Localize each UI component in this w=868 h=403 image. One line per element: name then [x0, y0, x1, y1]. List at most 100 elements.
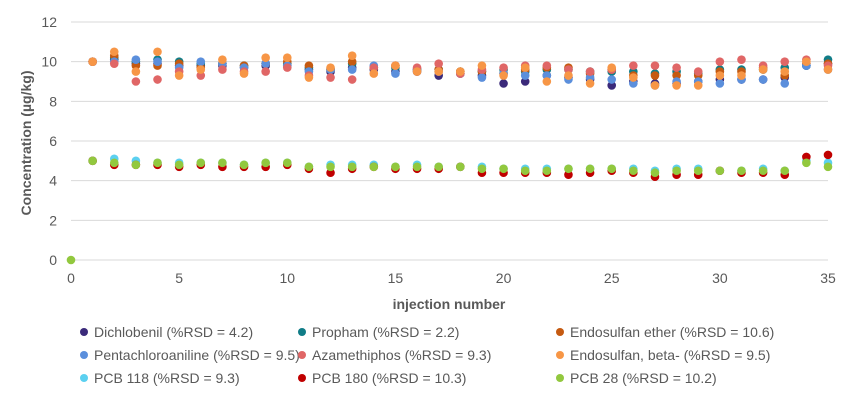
data-point: [585, 164, 595, 174]
data-point: [758, 75, 768, 84]
data-point: [326, 162, 335, 172]
data-point: [629, 79, 638, 88]
data-point: [347, 162, 357, 172]
y-tick-label: 8: [49, 93, 57, 109]
data-point: [542, 166, 552, 176]
data-point: [153, 75, 162, 84]
data-point: [174, 160, 184, 170]
data-point: [780, 79, 790, 88]
data-point: [520, 166, 530, 176]
data-point: [650, 61, 660, 70]
legend-label: Dichlobenil (%RSD = 4.2): [94, 324, 253, 340]
y-tick-label: 10: [41, 54, 57, 70]
y-axis-ticks: 0 2 4 6 8 10 12: [41, 14, 57, 268]
data-point: [693, 166, 703, 176]
gridlines: [71, 21, 828, 221]
data-point: [391, 69, 400, 78]
data-point: [629, 166, 638, 176]
legend-item: Pentachloroaniline (%RSD = 9.5): [80, 347, 300, 363]
x-tick-label: 10: [279, 270, 295, 286]
x-tick-label: 15: [388, 270, 404, 286]
legend-marker: [80, 351, 88, 359]
data-point: [326, 168, 335, 178]
data-point: [434, 162, 443, 172]
data-point: [802, 158, 811, 168]
data-point: [629, 61, 638, 70]
data-point: [369, 69, 379, 78]
data-point: [564, 170, 573, 180]
data-point: [196, 71, 206, 80]
legend-marker: [556, 328, 564, 336]
data-point: [672, 71, 681, 80]
legend-marker: [298, 351, 306, 359]
legend-marker: [80, 374, 88, 382]
legend-label: PCB 28 (%RSD = 10.2): [570, 370, 717, 386]
data-point: [564, 164, 573, 174]
data-point: [261, 59, 270, 68]
data-point: [174, 71, 184, 80]
data-point: [412, 67, 422, 76]
data-point: [131, 77, 141, 86]
data-point: [347, 75, 357, 84]
data-point: [326, 73, 335, 82]
data-point: [261, 158, 270, 168]
data-point: [369, 63, 379, 72]
data-point: [391, 162, 400, 172]
data-point: [282, 158, 292, 168]
data-point: [650, 81, 660, 90]
data-point: [564, 71, 573, 80]
data-point: [564, 65, 573, 74]
data-point: [650, 71, 660, 80]
data-point: [672, 81, 681, 90]
legend-item: Endosulfan ether (%RSD = 10.6): [556, 324, 774, 340]
data-point: [737, 71, 746, 80]
data-point: [585, 73, 595, 82]
data-point: [650, 168, 660, 178]
data-point: [218, 65, 227, 74]
data-points: [66, 47, 833, 265]
data-point: [715, 166, 725, 176]
data-point: [131, 55, 141, 64]
y-tick-label: 6: [49, 133, 57, 149]
data-point: [520, 63, 530, 72]
data-point: [131, 67, 141, 76]
x-axis-title: injection number: [393, 296, 506, 312]
legend-label: PCB 180 (%RSD = 10.3): [312, 370, 466, 386]
data-point: [88, 156, 97, 166]
data-point: [304, 73, 314, 82]
data-point: [715, 71, 725, 80]
x-tick-label: 0: [67, 270, 75, 286]
data-point: [715, 79, 725, 88]
data-point: [607, 81, 617, 90]
data-point: [434, 59, 443, 68]
data-point: [542, 71, 552, 80]
data-point: [88, 57, 97, 66]
data-point: [693, 81, 703, 90]
legend-marker: [556, 374, 564, 382]
x-tick-label: 5: [175, 270, 183, 286]
legend-label: Azamethiphos (%RSD = 9.3): [312, 347, 491, 363]
data-point: [261, 53, 270, 62]
data-point: [823, 162, 833, 172]
legend-marker: [556, 351, 564, 359]
data-point: [434, 67, 443, 76]
y-axis-title: Concentration (µg/kg): [18, 71, 34, 216]
data-point: [369, 162, 379, 172]
data-point: [153, 47, 162, 57]
legend-label: Propham (%RSD = 2.2): [312, 324, 459, 340]
data-point: [477, 61, 487, 70]
data-point: [499, 63, 508, 72]
data-point: [282, 53, 292, 62]
data-point: [326, 63, 335, 72]
data-point: [672, 166, 681, 176]
series-8: [66, 156, 833, 265]
x-tick-label: 35: [820, 270, 836, 286]
data-point: [737, 55, 746, 64]
legend-label: Endosulfan ether (%RSD = 10.6): [570, 324, 774, 340]
legend-marker: [298, 374, 306, 382]
data-point: [282, 63, 292, 72]
legend-item: Propham (%RSD = 2.2): [298, 324, 459, 340]
data-point: [477, 73, 487, 82]
data-point: [304, 61, 314, 70]
data-point: [196, 65, 206, 74]
